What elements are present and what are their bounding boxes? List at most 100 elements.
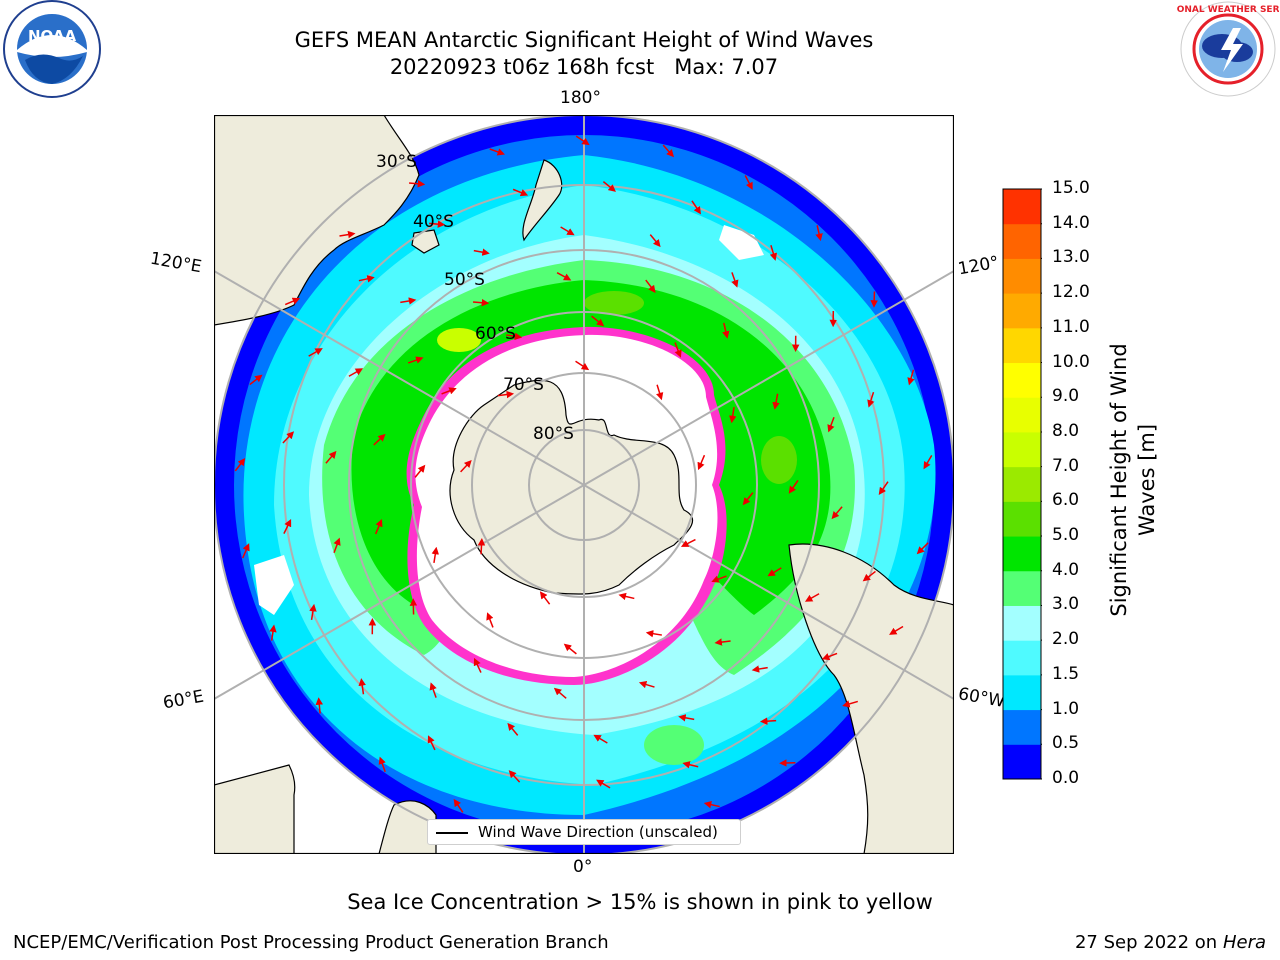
- wind-wave-arrow: [742, 492, 754, 506]
- wind-wave-arrow: [333, 537, 341, 554]
- wind-wave-arrow: [678, 714, 695, 722]
- colorbar-title-line-1: Significant Height of Wind: [1107, 343, 1131, 616]
- wind-wave-arrow: [358, 275, 375, 283]
- wind-wave-arrow: [429, 682, 437, 698]
- colorbar-tick-label: 13.0: [1052, 247, 1090, 268]
- tasmania-landmass: [411, 229, 440, 254]
- wind-wave-arrow: [744, 175, 753, 190]
- africa-landmass: [214, 764, 296, 854]
- colorbar-segment: [1003, 258, 1041, 294]
- wind-wave-arrow: [878, 481, 889, 495]
- colorbar-tick-label: 4.0: [1052, 559, 1080, 580]
- wind-wave-arrow: [497, 390, 515, 399]
- wind-wave-arrow: [477, 538, 486, 555]
- wind-wave-arrow: [400, 297, 417, 305]
- svg-text:NATIONAL WEATHER SERVICE: NATIONAL WEATHER SERVICE: [1177, 5, 1279, 15]
- wind-wave-arrow: [339, 230, 356, 239]
- wind-wave-arrow: [441, 387, 457, 395]
- colorbar-tick-label: 8.0: [1052, 420, 1080, 441]
- wind-wave-arrow: [553, 687, 567, 699]
- colorbar-tick-label: 10.0: [1052, 351, 1090, 372]
- colorbar-tick-label: 3.0: [1052, 594, 1080, 615]
- colorbar-title: Significant Height of Wind Waves [m]: [1107, 343, 1159, 616]
- lon-label-120e: 120°E: [148, 248, 204, 278]
- wind-wave-arrow: [842, 700, 859, 708]
- noaa-logo-text: NOAA: [28, 27, 77, 45]
- madagascar-landmass: [378, 800, 437, 854]
- wind-wave-arrow: [703, 800, 720, 809]
- wind-wave-arrow: [427, 735, 436, 751]
- wind-wave-arrow: [821, 652, 838, 661]
- colorbar-tick-label: 15.0: [1052, 178, 1090, 198]
- legend-label: Wind Wave Direction (unscaled): [478, 823, 718, 841]
- wind-wave-arrow: [325, 450, 337, 464]
- wind-wave-arrow: [867, 391, 875, 408]
- wind-wave-arrow: [907, 369, 915, 386]
- chart-title: GEFS MEAN Antarctic Significant Height o…: [214, 27, 954, 81]
- wind-wave-arrow: [591, 315, 605, 327]
- wind-wave-arrow: [827, 416, 835, 433]
- wind-wave-arrow: [508, 770, 521, 783]
- wind-wave-arrow: [282, 431, 295, 444]
- wind-wave-arrow: [374, 518, 383, 535]
- wind-wave-arrow: [560, 226, 575, 236]
- colorbar-segment: [1003, 466, 1041, 502]
- lat-label-60s: 60°S: [475, 324, 516, 344]
- wind-wave-arrow: [473, 657, 482, 673]
- wind-wave-arrow: [788, 479, 799, 494]
- wind-wave-arrow: [618, 592, 635, 601]
- antarctica-landmass: [449, 379, 693, 595]
- footer-date: 27 Sep 2022 on Hera: [1075, 932, 1266, 953]
- wind-wave-arrow: [593, 734, 608, 744]
- wind-wave-arrow: [556, 272, 572, 281]
- wind-wave-arrow: [309, 603, 317, 621]
- wind-wave-arrow: [697, 454, 706, 471]
- wind-wave-arrow: [234, 457, 246, 472]
- title-line-2: 20220923 t06z 168h fcst Max: 7.07: [389, 55, 779, 79]
- wind-wave-arrow: [767, 567, 782, 577]
- footer-branch: NCEP/EMC/Verification Post Processing Pr…: [13, 932, 609, 953]
- wind-wave-arrow: [714, 638, 731, 646]
- colorbar-tick-label: 0.0: [1052, 768, 1080, 788]
- wind-wave-arrow: [563, 643, 577, 655]
- wind-wave-arrow: [429, 220, 446, 228]
- colorbar-tick-label: 2.0: [1052, 629, 1080, 650]
- wind-wave-arrow: [889, 625, 904, 635]
- wind-wave-arrow: [680, 538, 696, 547]
- nws-logo: NATIONAL WEATHER SERVICE: [1177, 1, 1279, 97]
- wind-wave-arrow: [916, 542, 929, 555]
- wind-wave-arrow: [649, 234, 661, 248]
- wind-wave-arrow: [512, 188, 529, 197]
- footer-date-text: 27 Sep 2022 on: [1074, 932, 1218, 953]
- wind-wave-arrow: [249, 374, 263, 386]
- wind-wave-arrow: [772, 393, 780, 410]
- noaa-logo: NOAA: [3, 0, 101, 98]
- lat-label-50s: 50°S: [444, 270, 485, 290]
- sea-ice-caption: Sea Ice Concentration > 15% is shown in …: [347, 890, 933, 914]
- wind-wave-arrow: [315, 697, 324, 714]
- wind-wave-arrow: [507, 722, 519, 736]
- wind-wave-arrow: [348, 368, 364, 377]
- wind-wave-arrow: [575, 360, 590, 371]
- new-zealand-landmass: [522, 159, 563, 242]
- wind-wave-arrow: [862, 570, 876, 582]
- colorbar-segment: [1003, 605, 1041, 641]
- colorbar-segment: [1003, 674, 1041, 711]
- footer-machine: Hera: [1222, 932, 1266, 953]
- colorbar-tick-label: 9.0: [1052, 386, 1080, 407]
- lat-label-80s: 80°S: [533, 424, 574, 444]
- wind-wave-arrows: [234, 135, 933, 833]
- wind-wave-arrow: [759, 717, 777, 725]
- wind-wave-arrow: [284, 297, 301, 306]
- wind-wave-arrow: [472, 298, 490, 307]
- wind-wave-arrow: [923, 454, 933, 470]
- wind-wave-arrow: [486, 612, 494, 628]
- map-legend: Wind Wave Direction (unscaled): [427, 819, 741, 845]
- wind-wave-arrow: [815, 225, 823, 242]
- colorbar-tick-label: 6.0: [1052, 490, 1080, 511]
- wind-wave-arrow: [711, 575, 727, 583]
- wind-wave-arrow: [414, 464, 426, 478]
- wind-wave-arrow: [539, 591, 551, 605]
- lat-label-70s: 70°S: [503, 375, 544, 395]
- colorbar-segment: [1003, 501, 1041, 537]
